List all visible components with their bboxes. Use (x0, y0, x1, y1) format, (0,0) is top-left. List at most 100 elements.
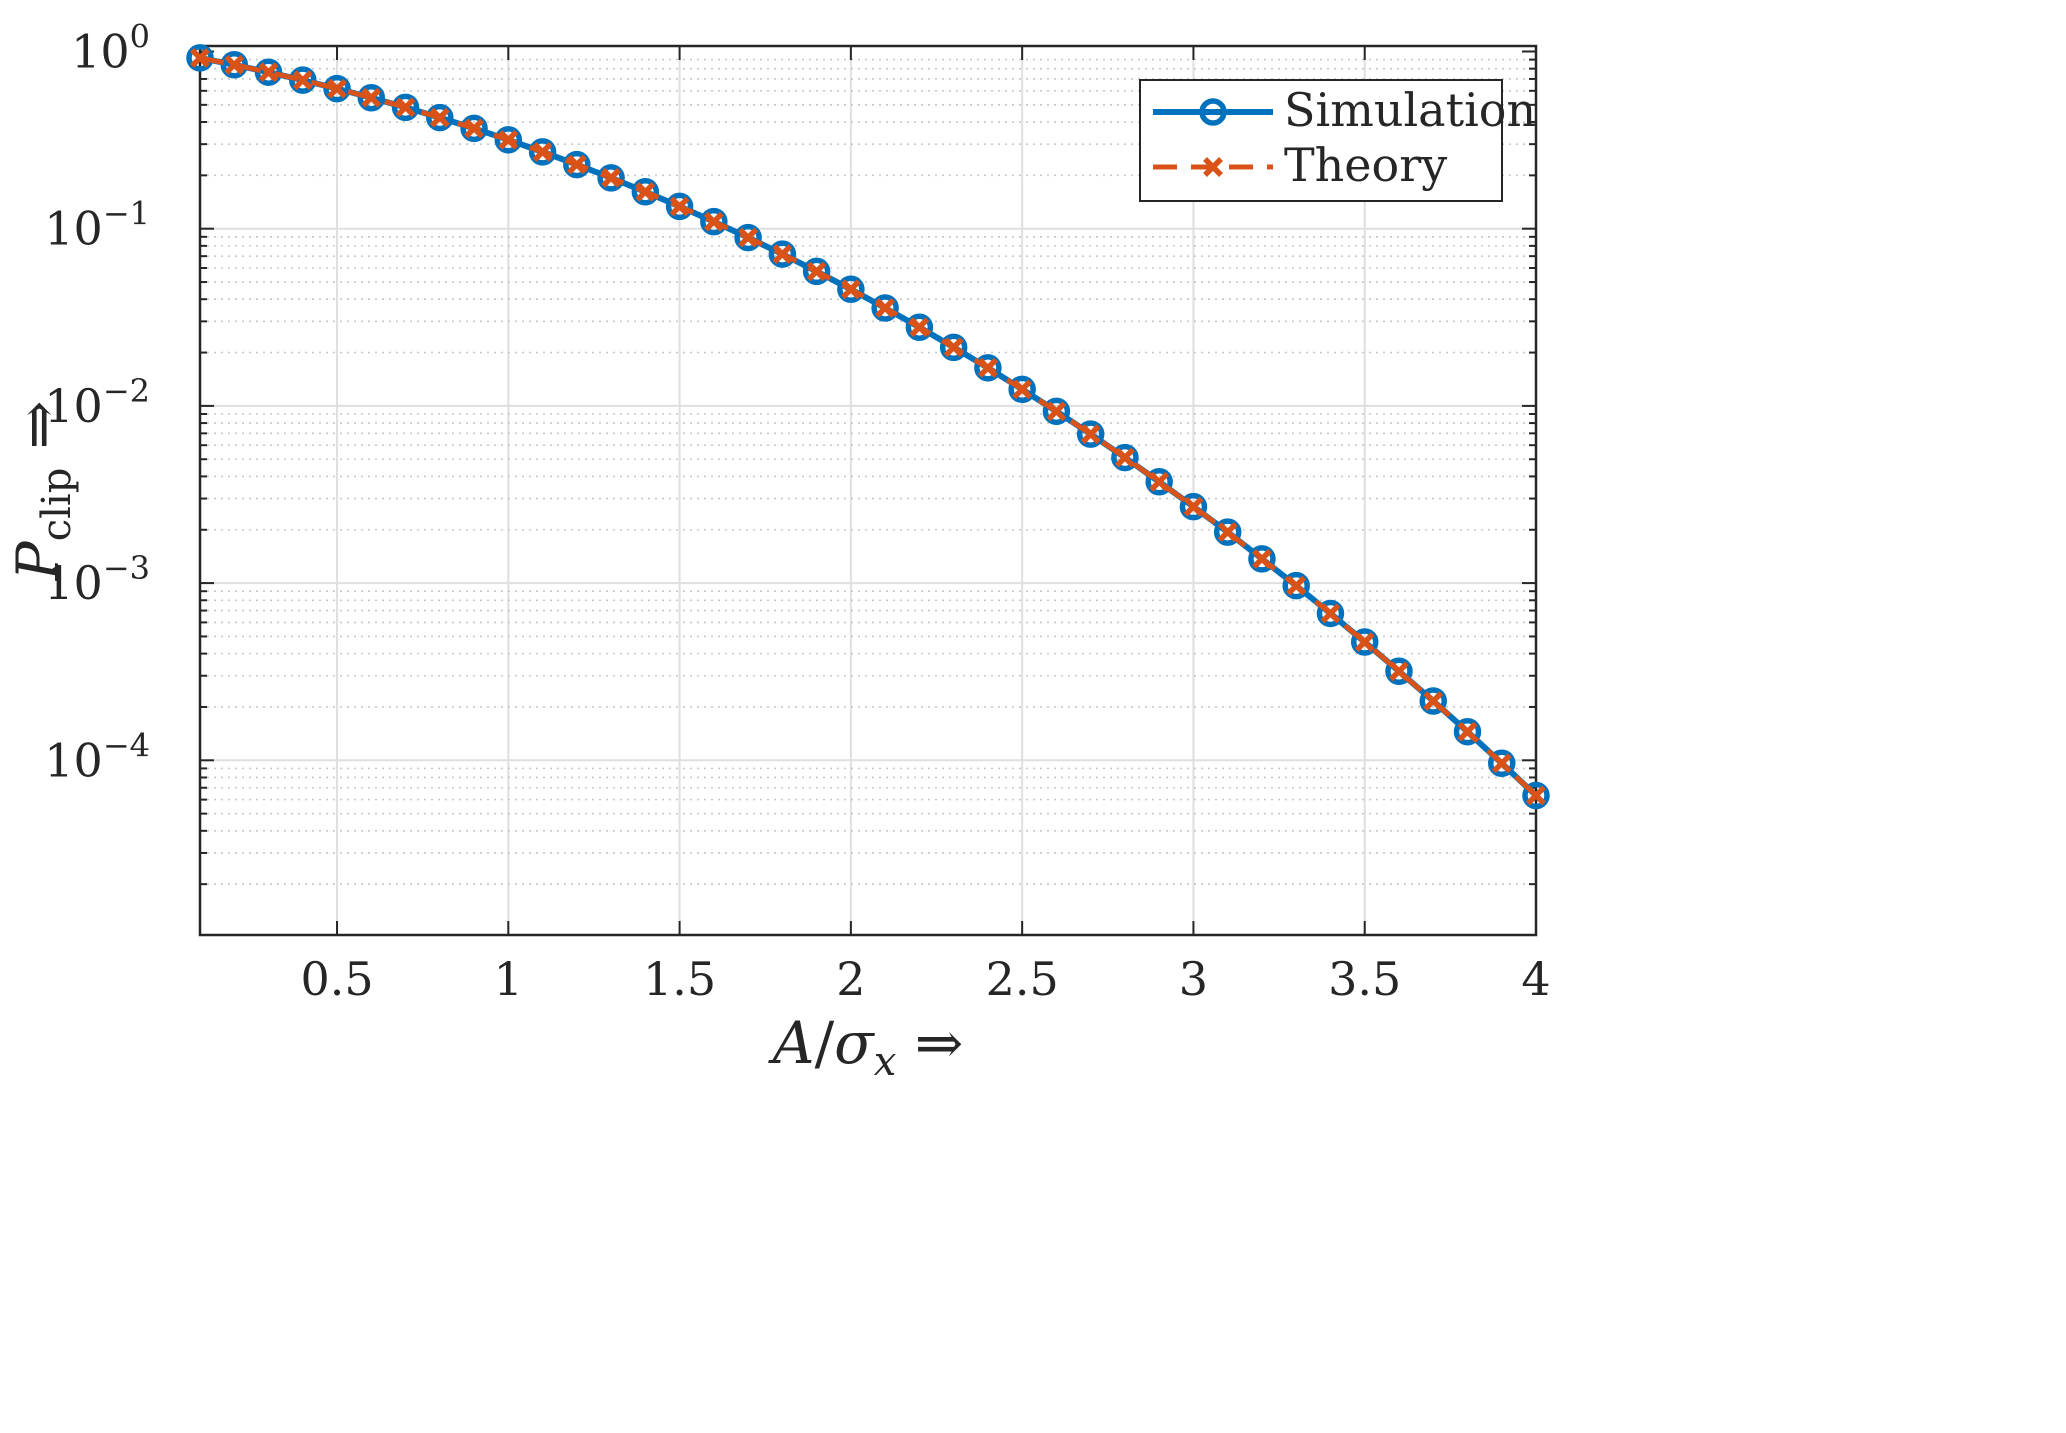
y-axis-tick-labels: 100 10−1 10−2 10−3 10−4 (44, 18, 150, 788)
x-axis-label: A/σx ⇒ (768, 1009, 964, 1085)
data-point-theory (1217, 522, 1238, 543)
x-tick-label: 0.5 (300, 952, 373, 1006)
data-point-simulation (939, 333, 968, 362)
data-point-theory (738, 227, 759, 248)
data-point-theory (1423, 691, 1444, 711)
legend-marker-theory (1203, 157, 1223, 177)
data-point-simulation (700, 207, 728, 236)
legend-label-theory: Theory (1284, 138, 1447, 192)
y-tick-label: 10−1 (44, 195, 150, 256)
data-point-simulation (1248, 545, 1276, 573)
x-tick-label: 3 (1179, 952, 1208, 1006)
data-point-theory (1526, 785, 1546, 806)
data-point-theory (1286, 575, 1307, 596)
data-point-simulation (1453, 717, 1482, 746)
legend-item-simulation: Simulation (1153, 83, 1536, 137)
data-point-simulation (905, 313, 934, 341)
data-point-simulation (460, 114, 488, 143)
data-point-theory (669, 196, 690, 217)
legend-label-simulation: Simulation (1284, 83, 1536, 137)
x-axis-tick-labels: 0.5 1 1.5 2 2.5 3 3.5 4 (300, 952, 1550, 1006)
x-tick-label: 2.5 (986, 952, 1059, 1006)
legend: Simulation Theory (1139, 79, 1536, 202)
data-point-simulation (734, 223, 762, 252)
data-point-theory (909, 317, 930, 338)
data-point-theory (464, 118, 484, 139)
data-point-theory (1046, 401, 1067, 422)
data-point-theory (772, 244, 793, 265)
series-layer (186, 44, 1550, 810)
legend-marker-simulation (1199, 98, 1227, 126)
y-tick-label: 100 (71, 18, 150, 79)
data-point-theory (806, 261, 827, 282)
data-point-theory (1252, 548, 1272, 569)
x-tick-label: 4 (1521, 952, 1550, 1006)
data-point-simulation (391, 93, 420, 122)
series-line-theory (199, 55, 1538, 798)
data-point-theory (601, 167, 622, 188)
data-point-theory (566, 154, 587, 175)
data-point-theory (1149, 471, 1170, 492)
x-tick-label: 2 (836, 952, 865, 1006)
data-point-simulation (323, 74, 351, 103)
data-point-simulation (802, 257, 831, 286)
data-point-theory (361, 87, 382, 108)
data-point-simulation (1316, 599, 1345, 628)
data-point-theory (1012, 379, 1033, 400)
data-point-theory (532, 141, 553, 162)
legend-item-theory: Theory (1153, 138, 1447, 192)
tick-marks (200, 46, 1537, 935)
data-point-simulation (871, 294, 899, 322)
y-axis-label: Pclip ⇒ (4, 401, 80, 582)
data-point-theory (224, 54, 245, 75)
data-point-simulation (665, 192, 694, 221)
data-point-simulation (1111, 443, 1139, 472)
data-point-simulation (768, 240, 797, 268)
y-tick-label: 10−2 (44, 372, 150, 433)
data-point-theory (1183, 496, 1204, 517)
data-point-simulation (597, 164, 625, 192)
data-point-simulation (1350, 628, 1379, 656)
data-point-simulation (563, 150, 591, 179)
data-point-theory (977, 357, 998, 378)
x-tick-label: 3.5 (1328, 952, 1401, 1006)
data-point-simulation (1042, 397, 1071, 426)
data-point-theory (429, 107, 450, 128)
data-point-simulation (837, 275, 865, 304)
data-point-theory (258, 62, 279, 83)
data-point-theory (498, 129, 519, 150)
data-point-theory (327, 78, 347, 99)
data-point-theory (1389, 661, 1409, 682)
data-point-theory (1114, 447, 1135, 468)
data-point-theory (292, 70, 313, 91)
data-point-simulation (1076, 420, 1105, 448)
data-point-simulation (974, 354, 1002, 382)
data-point-theory (840, 279, 861, 300)
data-point-simulation (631, 178, 660, 206)
x-tick-label: 1 (494, 952, 523, 1006)
data-point-simulation (1145, 468, 1173, 496)
data-point-theory (1354, 632, 1375, 652)
data-point-theory (703, 211, 724, 232)
data-point-theory (190, 47, 210, 68)
data-point-simulation (1487, 749, 1516, 778)
data-point-simulation (1282, 571, 1310, 600)
x-tick-label: 1.5 (643, 952, 716, 1006)
data-point-theory (635, 181, 656, 202)
data-point-theory (1491, 753, 1512, 774)
data-point-simulation (1522, 781, 1550, 810)
data-point-theory (875, 298, 896, 318)
data-point-simulation (1008, 375, 1036, 404)
data-point-theory (395, 97, 416, 118)
data-point-simulation (494, 126, 523, 154)
data-point-simulation (528, 138, 557, 166)
y-tick-label: 10−3 (44, 549, 150, 610)
plot-area-frame (198, 44, 1538, 937)
data-point-simulation (426, 103, 454, 132)
data-point-simulation (1385, 657, 1413, 686)
data-point-theory (1320, 603, 1341, 624)
y-tick-label: 10−4 (44, 726, 150, 787)
data-point-simulation (1179, 492, 1208, 521)
data-point-theory (943, 337, 964, 358)
